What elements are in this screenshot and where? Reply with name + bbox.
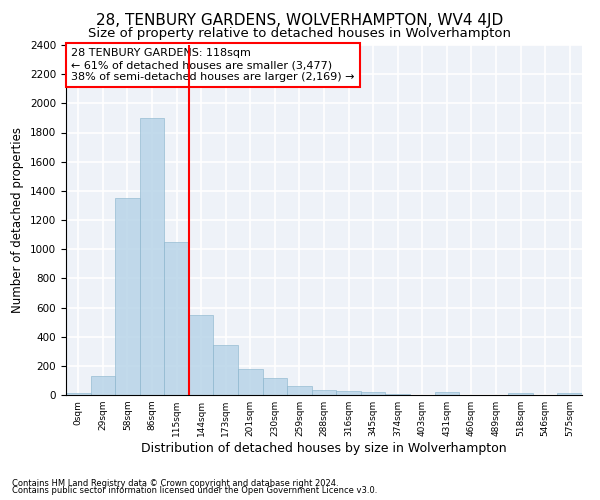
- Bar: [115, 198, 140, 395]
- Bar: [214, 346, 238, 395]
- Text: 28 TENBURY GARDENS: 118sqm
← 61% of detached houses are smaller (3,477)
38% of s: 28 TENBURY GARDENS: 118sqm ← 61% of deta…: [71, 48, 355, 82]
- Text: Size of property relative to detached houses in Wolverhampton: Size of property relative to detached ho…: [89, 28, 511, 40]
- Text: 28, TENBURY GARDENS, WOLVERHAMPTON, WV4 4JD: 28, TENBURY GARDENS, WOLVERHAMPTON, WV4 …: [97, 12, 503, 28]
- Text: Contains public sector information licensed under the Open Government Licence v3: Contains public sector information licen…: [12, 486, 377, 495]
- Bar: [508, 393, 533, 395]
- Bar: [263, 378, 287, 395]
- Bar: [434, 392, 459, 395]
- Bar: [385, 394, 410, 395]
- Bar: [557, 393, 582, 395]
- Bar: [361, 392, 385, 395]
- Bar: [66, 393, 91, 395]
- Bar: [91, 376, 115, 395]
- Text: Contains HM Land Registry data © Crown copyright and database right 2024.: Contains HM Land Registry data © Crown c…: [12, 478, 338, 488]
- Bar: [287, 386, 312, 395]
- Bar: [238, 370, 263, 395]
- Bar: [164, 242, 189, 395]
- X-axis label: Distribution of detached houses by size in Wolverhampton: Distribution of detached houses by size …: [141, 442, 507, 455]
- Bar: [312, 390, 336, 395]
- Bar: [336, 392, 361, 395]
- Y-axis label: Number of detached properties: Number of detached properties: [11, 127, 25, 313]
- Bar: [140, 118, 164, 395]
- Bar: [189, 315, 214, 395]
